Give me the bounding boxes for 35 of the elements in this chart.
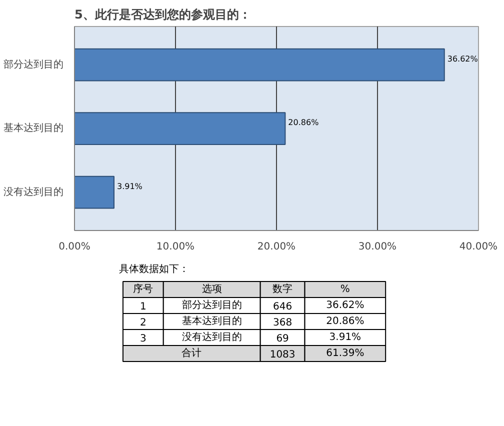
text: 数字 — [272, 283, 293, 295]
y-tick-label: 基本达到目的 — [4, 122, 64, 134]
text: 1083 — [270, 350, 296, 360]
text: 基本达到目的 — [182, 315, 242, 327]
bar — [74, 48, 445, 82]
text: 61.39% — [326, 348, 364, 359]
text: % — [340, 284, 350, 295]
x-tick-label: 20.00% — [257, 242, 296, 252]
text: 3 — [140, 334, 146, 344]
x-tick-label: 10.00% — [156, 242, 195, 252]
text: 选项 — [202, 283, 222, 295]
x-tick-label: 0.00% — [58, 242, 90, 252]
bar — [74, 112, 286, 145]
text: 没有达到目的 — [182, 331, 242, 343]
text: 646 — [273, 302, 292, 312]
y-tick-label: 部分达到目的 — [4, 58, 64, 70]
text: 69 — [276, 334, 289, 344]
text: 2 — [140, 318, 146, 328]
chart-title: 5、此行是否达到您的参观目的： — [74, 8, 251, 22]
text: 序号 — [133, 283, 154, 295]
text: 具体数据如下： — [118, 263, 189, 275]
data-label: 36.62% — [447, 54, 478, 64]
text: 1 — [140, 302, 146, 312]
y-tick-label: 没有达到目的 — [4, 186, 64, 198]
data-label: 3.91% — [116, 182, 143, 191]
text: 合计 — [182, 347, 202, 359]
text: 3.91% — [329, 332, 362, 343]
text: 部分达到目的 — [182, 299, 242, 311]
x-tick-label: 30.00% — [358, 242, 397, 252]
text: 368 — [273, 318, 292, 328]
text: 20.86% — [326, 316, 364, 327]
text: 36.62% — [326, 300, 364, 311]
data-label: 20.86% — [288, 118, 320, 127]
x-tick-label: 40.00% — [459, 242, 498, 252]
bar — [74, 176, 114, 209]
